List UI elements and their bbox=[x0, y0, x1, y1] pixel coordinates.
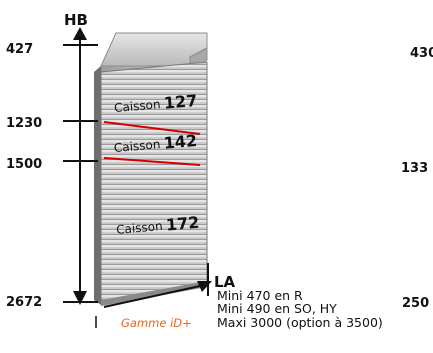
spec-line-min-so: Mini 490 en SO, HY bbox=[217, 301, 337, 316]
hb-label: HB bbox=[64, 11, 88, 29]
separator-line-127-142 bbox=[103, 121, 201, 135]
caisson-label-127: Caisson 127 bbox=[114, 91, 198, 115]
caisson-number: 172 bbox=[165, 213, 200, 235]
hb-arrow bbox=[73, 27, 87, 305]
size-label: 2672 bbox=[6, 295, 42, 310]
size-label: 1230 bbox=[6, 116, 42, 131]
spec-line-min-r: Mini 470 en R bbox=[217, 288, 303, 303]
caisson-word: Caisson bbox=[116, 219, 164, 237]
size-label: 427 bbox=[6, 42, 33, 57]
size-label-right: 430 bbox=[410, 46, 433, 61]
caisson-number: 142 bbox=[163, 131, 198, 153]
la-label: LA bbox=[214, 273, 236, 291]
size-label-right: 133 bbox=[401, 161, 428, 176]
gamme-label: Gamme iD+ bbox=[121, 316, 192, 330]
size-label-right: 250 bbox=[402, 296, 429, 311]
caisson-number: 127 bbox=[163, 91, 198, 113]
caisson-word: Caisson bbox=[114, 97, 162, 115]
la-arrow bbox=[95, 263, 212, 328]
spec-line-max: Maxi 3000 (option à 3500) bbox=[217, 315, 383, 330]
caisson-word: Caisson bbox=[113, 137, 161, 155]
caisson-label-172: Caisson 172 bbox=[116, 213, 200, 237]
separator-line-142-172 bbox=[103, 157, 201, 166]
size-label: 1500 bbox=[6, 157, 42, 172]
caisson-label-142: Caisson 142 bbox=[113, 131, 198, 155]
